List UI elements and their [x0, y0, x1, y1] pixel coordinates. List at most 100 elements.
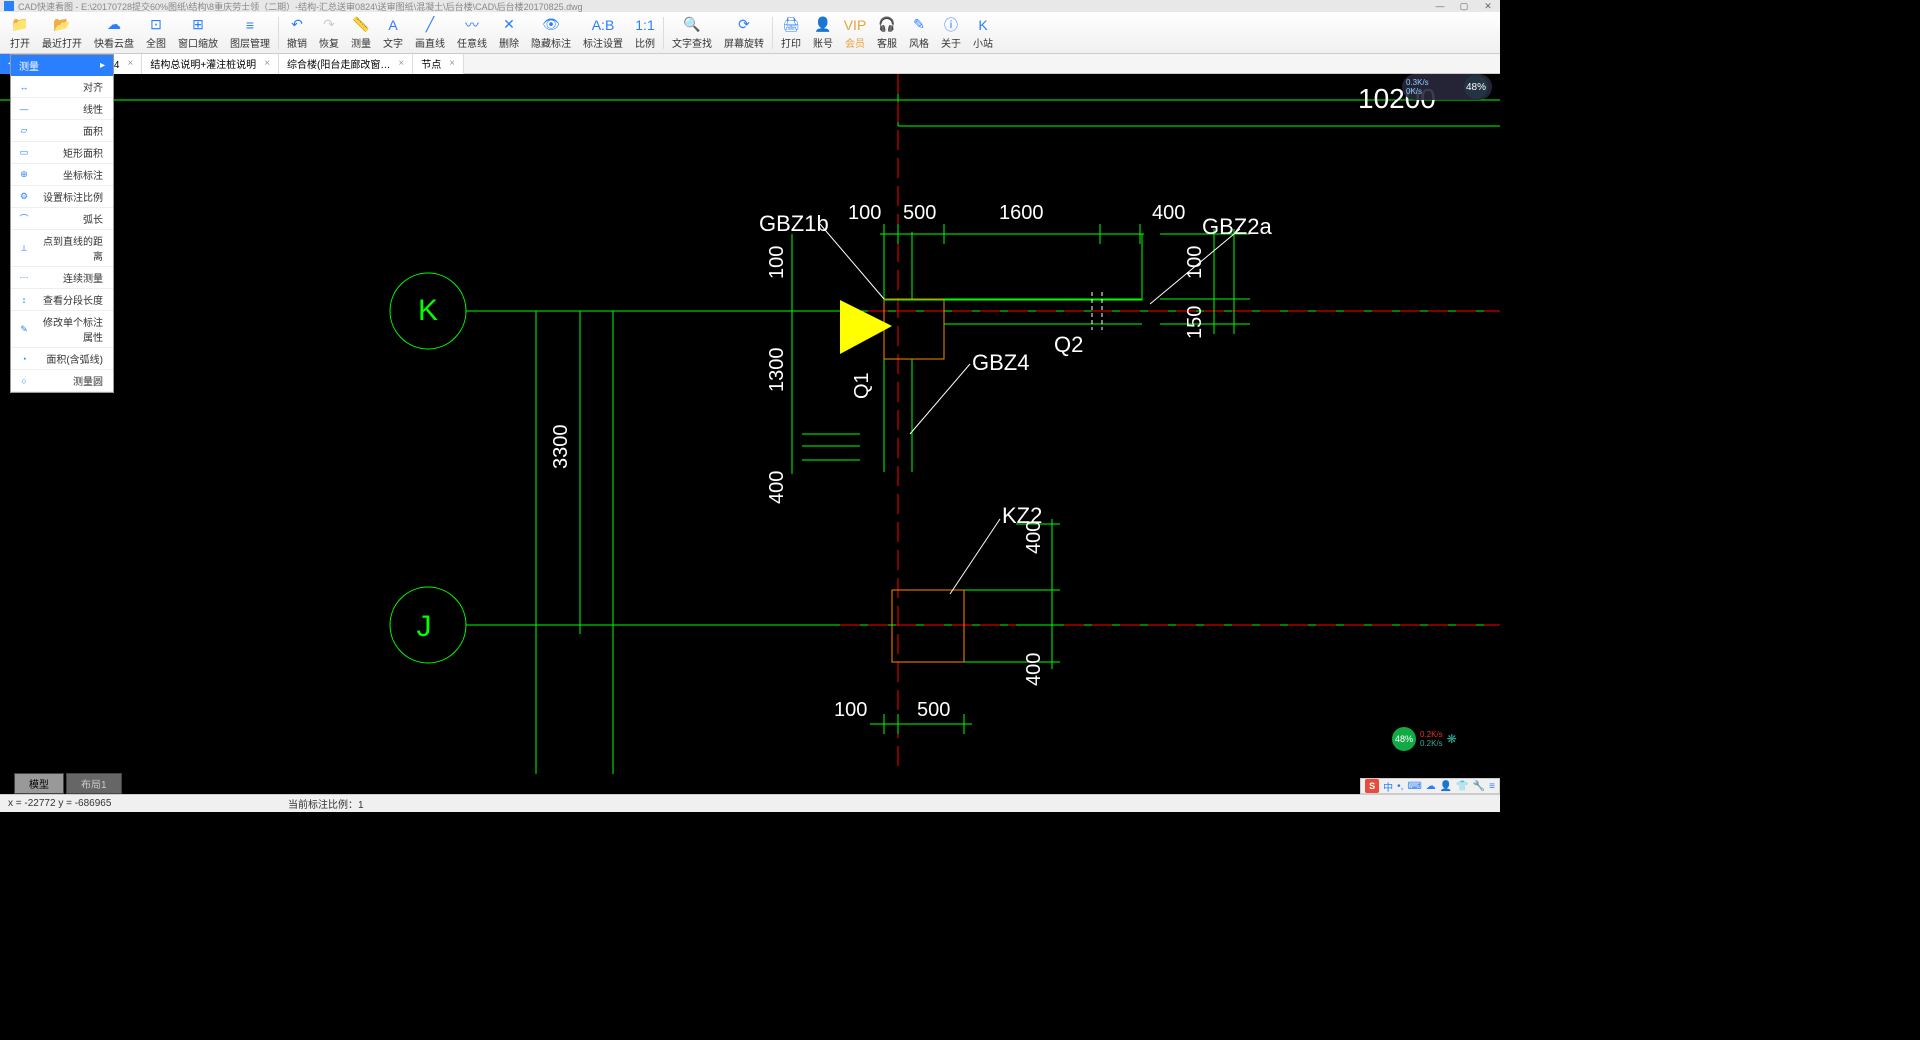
cad-canvas[interactable]: 10200GBZ1bGBZ2aGBZ4KZ2Q21005001600400100…: [0, 74, 1500, 774]
dropdown-item-label: 查看分段长度: [37, 292, 107, 307]
toolbar-label: 打开: [10, 35, 30, 50]
svg-text:400: 400: [1023, 653, 1045, 686]
tab-close-icon[interactable]: ×: [128, 58, 134, 69]
toolbar-icon: 🎧: [877, 16, 897, 34]
toolbar-icon: VIP: [845, 16, 865, 34]
toolbar-标注设置[interactable]: A:B标注设置: [577, 13, 629, 53]
toolbar-图层管理[interactable]: ≡图层管理: [224, 13, 276, 53]
dropdown-item-点到直线的距离[interactable]: ⟂点到直线的距离: [11, 230, 113, 267]
dropdown-item-icon: ◔: [17, 353, 31, 365]
dropdown-item-弧长[interactable]: ⌒弧长: [11, 208, 113, 230]
svg-text:150: 150: [1184, 306, 1206, 339]
dropdown-item-icon: ✎: [17, 323, 31, 335]
dropdown-item-icon: ↕: [17, 294, 31, 306]
toolbar-恢复[interactable]: ↷恢复: [313, 13, 345, 53]
toolbar-icon: ✎: [909, 16, 929, 34]
network-widget-bottom: 48% 0.2K/s 0.2K/s ❋: [1392, 726, 1492, 752]
svg-text:100: 100: [766, 246, 788, 279]
toolbar-label: 打印: [781, 35, 801, 50]
dropdown-item-label: 设置标注比例: [37, 189, 107, 204]
svg-text:1300: 1300: [766, 348, 788, 393]
toolbar-测量[interactable]: 📏测量: [345, 13, 377, 53]
dropdown-item-测量圆[interactable]: ○测量圆: [11, 370, 113, 392]
toolbar-账号[interactable]: 👤账号: [807, 13, 839, 53]
document-tabs: ◂综合楼楼梯20170824×结构总说明+灌注桩说明×综合楼(阳台走廊改窗…×节…: [0, 54, 1500, 74]
dropdown-item-查看分段长度[interactable]: ↕ 查看分段长度: [11, 289, 113, 311]
toolbar-小站[interactable]: K小站: [967, 13, 999, 53]
toolbar-删除[interactable]: ✕删除: [493, 13, 525, 53]
ime-bar[interactable]: S 中 •, ⌨ ☁ 👤 👕 🔧 ≡: [1360, 778, 1500, 794]
layout-tab-模型[interactable]: 模型: [14, 773, 64, 794]
toolbar-窗口缩放[interactable]: ⊞窗口缩放: [172, 13, 224, 53]
dropdown-item-label: 线性: [37, 101, 107, 116]
dropdown-item-label: 弧长: [37, 211, 107, 226]
maximize-button[interactable]: ▢: [1452, 0, 1476, 12]
dropdown-item-连续测量[interactable]: ⋯ 连续测量: [11, 267, 113, 289]
toolbar-文字查找[interactable]: 🔍文字查找: [666, 13, 718, 53]
toolbar-撤销[interactable]: ↶撤销: [281, 13, 313, 53]
dropdown-item-对齐[interactable]: ↔对齐: [11, 76, 113, 98]
toolbar-风格[interactable]: ✎风格: [903, 13, 935, 53]
toolbar-比例[interactable]: 1:1比例: [629, 13, 661, 53]
ime-keyboard-icon: ⌨: [1407, 781, 1421, 792]
toolbar-icon: 〰: [462, 16, 482, 34]
dropdown-item-面积(含弧线)[interactable]: ◔面积(含弧线): [11, 348, 113, 370]
toolbar-最近打开[interactable]: 📂最近打开: [36, 13, 88, 53]
status-bar: x = -22772 y = -686965 当前标注比例：1: [0, 794, 1500, 812]
document-tab[interactable]: 综合楼(阳台走廊改窗…×: [279, 54, 413, 74]
dropdown-item-设置标注比例[interactable]: ⚙设置标注比例: [11, 186, 113, 208]
close-button[interactable]: ✕: [1476, 0, 1500, 12]
toolbar-会员[interactable]: VIP会员: [839, 13, 871, 53]
toolbar-label: 画直线: [415, 35, 445, 50]
document-tab[interactable]: 节点 ×: [413, 54, 464, 74]
toolbar-客服[interactable]: 🎧客服: [871, 13, 903, 53]
toolbar-icon: ╱: [420, 16, 440, 34]
dropdown-item-icon: ⟂: [17, 242, 31, 254]
svg-text:400: 400: [1023, 521, 1045, 554]
dropdown-header: 测量 ▸: [11, 55, 113, 76]
toolbar-label: 文字查找: [672, 35, 712, 50]
tab-close-icon[interactable]: ×: [449, 58, 455, 69]
toolbar-icon: ⊡: [146, 16, 166, 34]
toolbar-label: 关于: [941, 35, 961, 50]
toolbar-label: 删除: [499, 35, 519, 50]
tab-label: 节点: [421, 56, 441, 71]
dropdown-item-面积[interactable]: ▱面积: [11, 120, 113, 142]
toolbar-label: 小站: [973, 35, 993, 50]
toolbar-icon: 📂: [52, 16, 72, 34]
ime-user-icon: 👤: [1440, 781, 1452, 792]
tab-close-icon[interactable]: ×: [264, 58, 270, 69]
dropdown-close-icon[interactable]: ▸: [100, 60, 105, 71]
toolbar-label: 隐藏标注: [531, 35, 571, 50]
toolbar-label: 图层管理: [230, 35, 270, 50]
toolbar-icon: ✕: [499, 16, 519, 34]
toolbar-画直线[interactable]: ╱画直线: [409, 13, 451, 53]
svg-text:500: 500: [903, 202, 936, 224]
dropdown-item-坐标标注[interactable]: ⊕坐标标注: [11, 164, 113, 186]
dropdown-item-label: 坐标标注: [37, 167, 107, 182]
toolbar-全图[interactable]: ⊡全图: [140, 13, 172, 53]
title-bar: CAD快速看图 - E:\20170728提交60%图纸\结构\8重庆劳士领（二…: [0, 0, 1500, 12]
current-scale: 当前标注比例：1: [288, 796, 364, 811]
dropdown-item-修改单个标注属性[interactable]: ✎修改单个标注属性: [11, 311, 113, 348]
toolbar-打印[interactable]: 🖨打印: [775, 13, 807, 53]
tab-close-icon[interactable]: ×: [398, 58, 404, 69]
toolbar-关于[interactable]: ⓘ关于: [935, 13, 967, 53]
dropdown-item-label: 连续测量: [37, 270, 107, 285]
dropdown-item-icon: ⋯: [17, 272, 31, 284]
toolbar-隐藏标注[interactable]: 👁隐藏标注: [525, 13, 577, 53]
toolbar-文字[interactable]: A文字: [377, 13, 409, 53]
layout-tab-布局1[interactable]: 布局1: [66, 773, 122, 794]
svg-text:Q1: Q1: [851, 372, 873, 399]
toolbar-label: 测量: [351, 35, 371, 50]
dropdown-item-矩形面积[interactable]: ▭矩形面积: [11, 142, 113, 164]
toolbar-快看云盘[interactable]: ☁快看云盘: [88, 13, 140, 53]
toolbar-屏幕旋转[interactable]: ⟳屏幕旋转: [718, 13, 770, 53]
svg-text:400: 400: [766, 471, 788, 504]
document-tab[interactable]: 结构总说明+灌注桩说明×: [142, 54, 279, 74]
dropdown-item-线性[interactable]: —线性: [11, 98, 113, 120]
toolbar-label: 客服: [877, 35, 897, 50]
toolbar-任意线[interactable]: 〰任意线: [451, 13, 493, 53]
minimize-button[interactable]: —: [1428, 0, 1452, 12]
toolbar-打开[interactable]: 📁打开: [4, 13, 36, 53]
